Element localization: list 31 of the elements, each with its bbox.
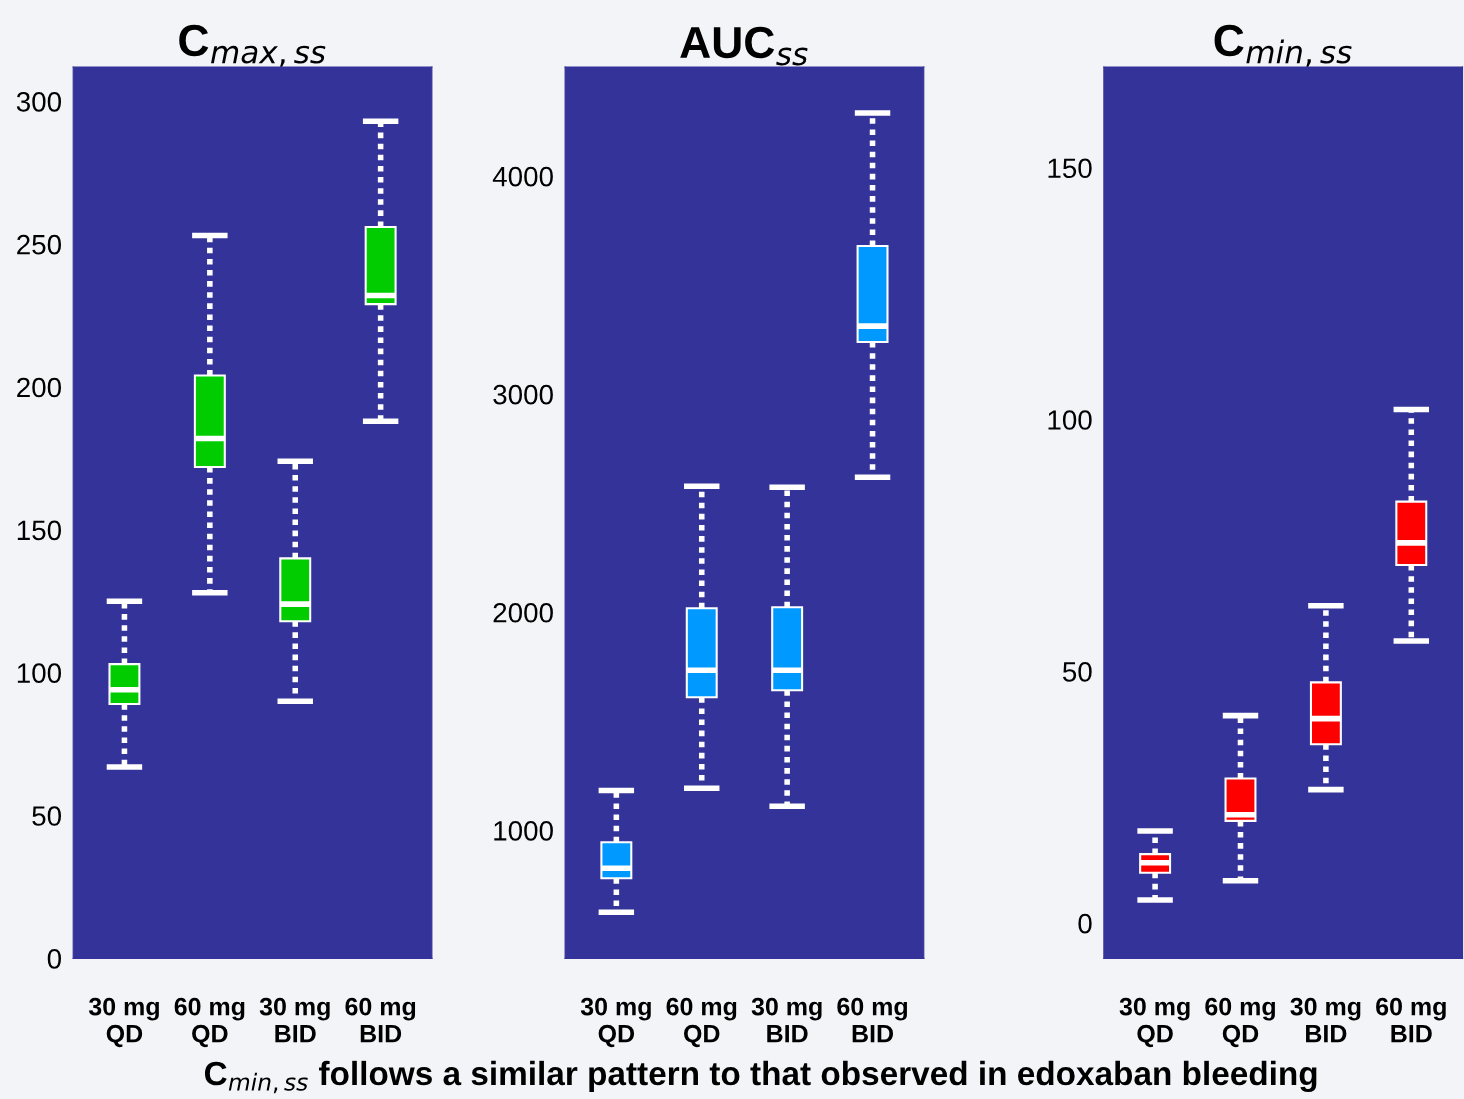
y-tick-label: 1000	[494, 820, 553, 841]
x-tick-label: 60 mg BID	[837, 997, 907, 1043]
y-tick-label: 50	[1062, 661, 1092, 682]
y-tick-label: 2000	[493, 602, 553, 623]
x-tick-label: 30 mg QD	[1119, 997, 1190, 1048]
x-tick-label: 30 mg BID	[751, 997, 822, 1043]
y-tick-label: 300	[16, 91, 62, 112]
y-tick-label: 0	[47, 949, 61, 969]
text: C$_{min,ss}$ follows a similar pattern to that observed in edoxaban bleeding	[204, 1060, 1317, 1094]
x-tick-label: 60 mg QD	[1205, 997, 1275, 1048]
y-tick-label: 4000	[492, 166, 553, 187]
x-tick-label: 30 mg QD	[88, 997, 159, 1048]
y-tick-label: 250	[17, 234, 62, 255]
x-tick-label: 30 mg QD	[580, 997, 651, 1048]
y-tick-label: 100	[1048, 410, 1092, 430]
y-tick-label: 150	[1048, 158, 1092, 179]
x-tick-label: 60 mg BID	[1376, 997, 1446, 1043]
y-tick-label: 50	[32, 806, 62, 826]
y-tick-label: 0	[1078, 913, 1092, 934]
x-tick-label: 30 mg BID	[1290, 997, 1361, 1043]
chart-title: AUC$_{ss}$	[680, 26, 808, 66]
x-tick-label: 30 mg BID	[259, 997, 330, 1043]
chart-title: C$_{max,ss}$	[179, 24, 326, 67]
x-tick-label: 60 mg QD	[666, 997, 737, 1048]
y-tick-label: 3000	[493, 384, 553, 405]
y-tick-label: 100	[17, 663, 62, 683]
y-tick-label: 200	[17, 377, 62, 398]
x-tick-label: 60 mg BID	[345, 997, 416, 1043]
x-tick-label: 60 mg QD	[174, 997, 245, 1048]
chart-title: C$_{min,ss}$	[1214, 24, 1352, 67]
y-tick-label: 150	[17, 520, 62, 541]
